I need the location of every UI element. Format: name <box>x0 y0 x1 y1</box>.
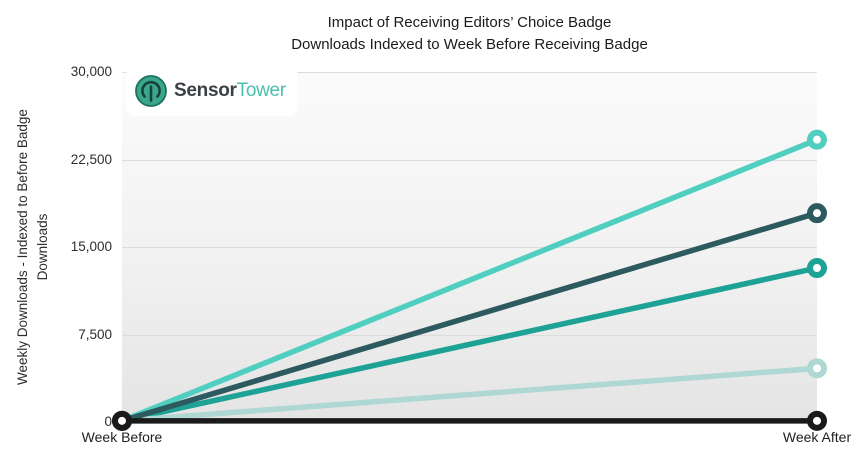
x-tick-week-before: Week Before <box>81 429 163 445</box>
y-tick-label: 30,000 <box>70 64 112 79</box>
chart-lines-svg <box>112 129 827 431</box>
data-point-marker-series-3-pale-teal <box>807 358 827 379</box>
data-point-marker-series-5-black <box>112 410 132 431</box>
sensortower-logo-text: SensorTower <box>174 80 286 102</box>
chart-line-series-4-dark-teal <box>119 210 820 424</box>
data-point-marker-series-1-mint <box>807 129 827 150</box>
chart-line-series-1-mint <box>119 136 820 424</box>
sensortower-logo: SensorTower <box>126 66 298 116</box>
chart-title: Impact of Receiving Editors’ Choice Badg… <box>327 14 612 31</box>
y-tick-label: 0 <box>104 414 112 429</box>
chart-line-series-3-pale-teal <box>119 365 820 424</box>
y-tick-label: 7,500 <box>78 326 112 342</box>
x-tick-week-after: Week After <box>782 429 852 445</box>
logo-text-tower: Tower <box>236 80 286 101</box>
y-axis-title: Weekly Downloads - Indexed to Before Bad… <box>13 67 53 427</box>
y-axis-title-line1: Weekly Downloads - Indexed to Before Bad… <box>15 109 30 385</box>
gridline <box>122 159 817 161</box>
data-point-marker-series-4-dark-teal <box>807 203 827 224</box>
sensortower-radio-tower-icon <box>135 75 167 107</box>
y-axis-title-line2: Downloads <box>35 213 50 281</box>
plot-area <box>112 72 827 431</box>
gridline <box>122 334 817 336</box>
chart-subtitle: Downloads Indexed to Week Before Receivi… <box>291 36 648 53</box>
logo-text-sensor: Sensor <box>174 80 237 101</box>
y-tick-label: 22,500 <box>70 151 112 167</box>
gridline <box>122 247 817 248</box>
gridline <box>122 72 817 73</box>
chart-line-series-2-teal <box>119 265 820 424</box>
y-tick-label: 15,000 <box>70 239 112 254</box>
chart-title-block: Impact of Receiving Editors’ Choice Badg… <box>122 12 817 56</box>
data-point-marker-series-5-black <box>807 410 827 431</box>
data-point-marker-series-2-teal <box>807 258 827 278</box>
